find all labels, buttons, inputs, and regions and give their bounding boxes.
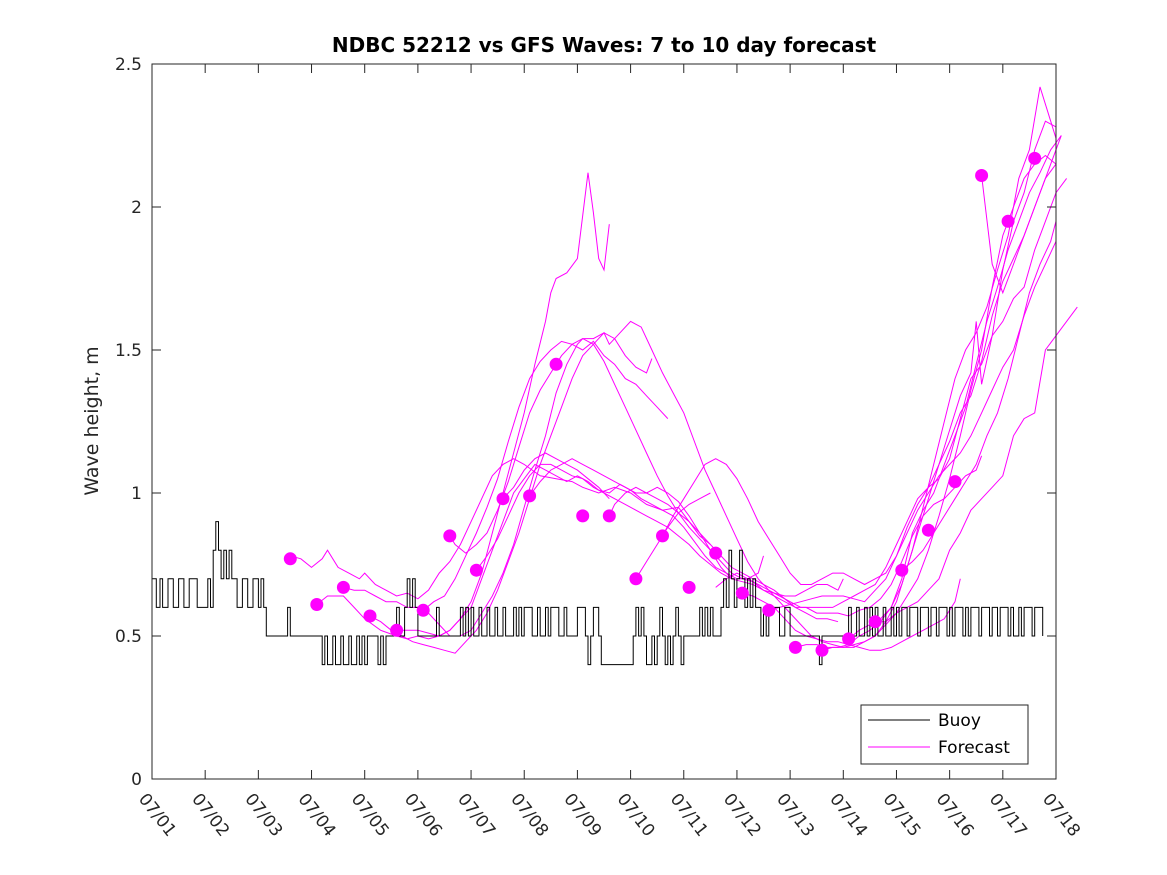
x-tick-label-11: 07/12 [719,790,765,841]
forecast-marker-17 [709,546,723,560]
forecast-marker-4 [363,609,377,623]
forecast-line-20 [875,154,1057,623]
forecast-marker-7 [443,529,457,543]
x-tick-label-2: 07/03 [240,790,286,841]
forecast-line-13 [662,241,1057,586]
plot-frame [151,63,1057,780]
forecast-line-16 [768,178,1068,611]
forecast-series [290,86,1078,654]
forecast-marker-8 [469,563,483,577]
x-tick-label-15: 07/16 [932,790,978,841]
y-tick-label-3: 1.5 [115,341,142,361]
x-tick-label-16: 07/17 [985,790,1031,841]
x-tick-label-5: 07/06 [400,790,446,841]
forecast-line-8 [475,463,844,597]
forecast-marker-19 [762,603,776,617]
forecast-marker-24 [895,563,909,577]
y-tick-label-2: 1 [131,484,142,504]
forecast-line-18 [821,120,1057,651]
forecast-marker-11 [549,357,563,371]
forecast-marker-9 [496,492,510,506]
forecast-marker-20 [788,640,802,654]
forecast-marker-13 [602,509,616,523]
x-tick-label-6: 07/07 [453,790,499,841]
y-axis-label: Wave height, m [81,346,103,495]
forecast-marker-2 [310,598,324,611]
forecast-line-21 [901,221,1057,571]
legend-box [860,704,1029,765]
x-tick-label-8: 07/09 [559,790,605,841]
y-tick-label-0: 0 [131,770,142,790]
forecast-marker-23 [868,615,882,629]
forecast-marker-6 [416,603,430,617]
buoy-line-1 [152,521,1044,666]
y-tick-label-5: 2.5 [115,55,142,75]
x-tick-label-13: 07/14 [825,790,871,841]
forecast-line-12 [635,492,711,580]
forecast-line-4 [369,306,1078,654]
forecast-marker-5 [390,623,404,637]
x-tick-label-10: 07/11 [666,790,712,841]
x-tick-label-14: 07/15 [879,790,925,841]
x-tick-label-4: 07/05 [347,790,393,841]
forecast-marker-16 [682,580,696,594]
forecast-line-5 [396,172,610,637]
forecast-marker-22 [842,632,856,646]
forecast-marker-14 [629,572,643,586]
chart-title: NDBC 52212 vs GFS Waves: 7 to 10 day for… [332,33,877,57]
plot-area [152,64,1056,779]
x-tick-label-12: 07/13 [772,790,818,841]
forecast-marker-29 [1028,151,1042,165]
forecast-line-14 [715,135,1062,608]
forecast-marker-3 [336,580,350,594]
y-tick-label-4: 2 [131,198,142,218]
buoy-series [152,521,1044,666]
forecast-marker-27 [975,169,989,182]
y-axis-ticks: 0 0.5 1 1.5 2 2.5 [115,55,1056,790]
forecast-start-markers [283,151,1042,657]
forecast-marker-1 [283,552,297,566]
forecast-marker-12 [576,509,590,523]
forecast-line-7 [449,332,653,554]
forecast-marker-10 [523,489,537,503]
y-tick-label-1: 0.5 [115,627,142,647]
forecast-marker-15 [656,529,669,543]
x-tick-label-7: 07/08 [506,790,552,841]
forecast-marker-26 [948,475,962,489]
legend-label-forecast: Forecast [938,738,1010,758]
forecast-marker-28 [1001,214,1015,228]
forecast-marker-18 [735,586,749,600]
x-tick-label-3: 07/04 [294,790,340,841]
x-tick-label-1: 07/02 [187,790,233,841]
legend: Buoy Forecast [860,704,1029,765]
forecast-marker-21 [815,643,829,657]
forecast-line-22 [981,163,1057,295]
x-tick-label-9: 07/10 [613,790,659,841]
forecast-line-6 [422,340,669,611]
x-tick-label-0: 07/01 [134,790,180,841]
forecast-marker-25 [921,523,935,537]
forecast-line-1 [290,458,711,600]
forecast-line-9 [502,452,610,500]
legend-label-buoy: Buoy [938,711,981,731]
forecast-line-19 [848,86,1057,640]
x-tick-label-17: 07/18 [1038,790,1084,841]
